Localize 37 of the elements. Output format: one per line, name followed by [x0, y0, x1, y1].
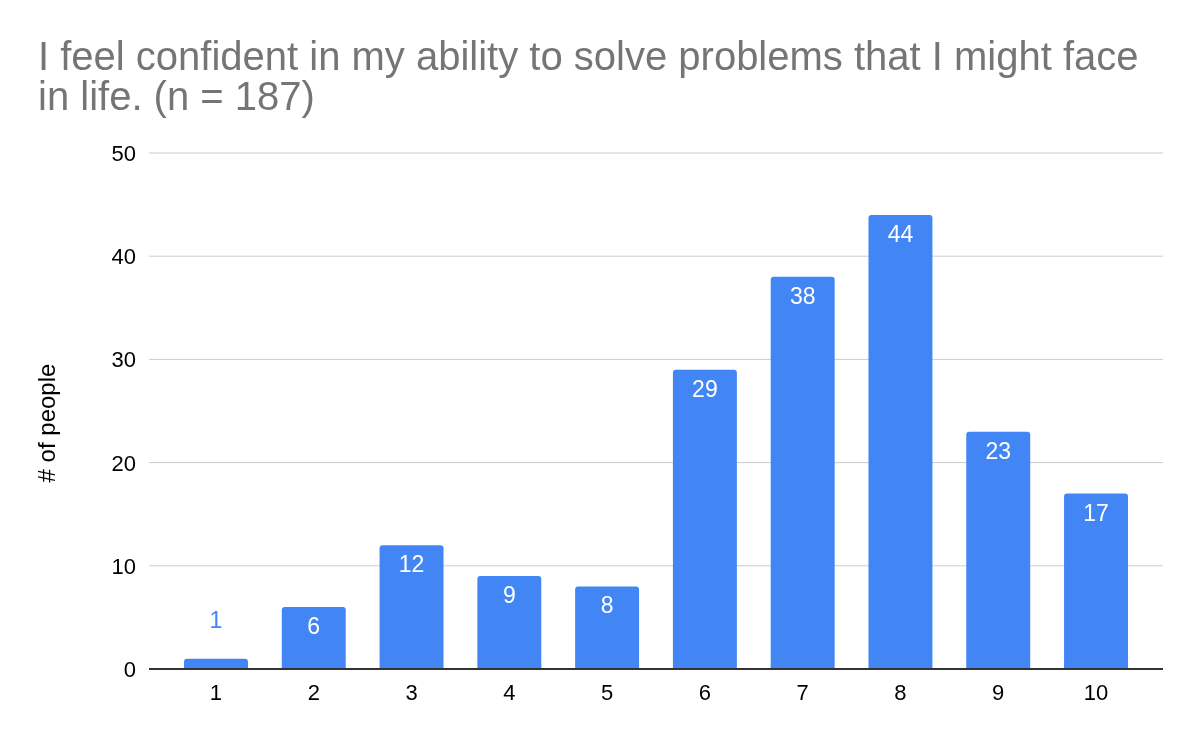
y-tick-label: 0: [123, 656, 136, 682]
x-tick-label: 9: [992, 680, 1005, 705]
data-label: 23: [985, 437, 1012, 464]
data-label: 9: [502, 582, 516, 609]
x-tick-label: 8: [894, 680, 907, 705]
x-tick-label: 4: [503, 680, 516, 705]
bar: [672, 369, 737, 669]
data-label: 1: [209, 606, 223, 633]
data-label: 6: [307, 613, 321, 640]
bar: [379, 545, 444, 669]
bar: [281, 607, 346, 669]
data-label: 38: [789, 282, 816, 309]
y-tick-label: 30: [111, 347, 136, 373]
data-label: 29: [692, 375, 718, 402]
bar: [575, 586, 640, 669]
bar: [966, 431, 1031, 669]
x-tick-label: 2: [307, 680, 320, 705]
bar: [477, 576, 542, 669]
data-label: 44: [887, 220, 914, 247]
data-label: 8: [600, 592, 614, 619]
x-tick-label: 1: [209, 680, 223, 705]
y-tick-label: 50: [111, 140, 136, 166]
x-tick-label: 10: [1083, 680, 1109, 705]
y-tick-label: 20: [111, 450, 136, 476]
x-tick-label: 7: [796, 680, 809, 705]
x-tick-label: 3: [405, 680, 418, 705]
data-label: 12: [398, 551, 425, 578]
y-axis-title: # of people: [33, 363, 60, 483]
data-label: 17: [1083, 499, 1109, 526]
bar: [770, 276, 835, 669]
chart-title: I feel confident in my ability to solve problems that I might face in life. (n = 187): [38, 34, 1139, 118]
x-tick-label: 6: [698, 680, 712, 705]
y-tick-label: 40: [111, 244, 136, 270]
bar: [868, 214, 933, 669]
y-tick-label: 10: [111, 553, 136, 579]
bar: [1064, 493, 1128, 669]
x-tick-label: 5: [600, 680, 614, 705]
